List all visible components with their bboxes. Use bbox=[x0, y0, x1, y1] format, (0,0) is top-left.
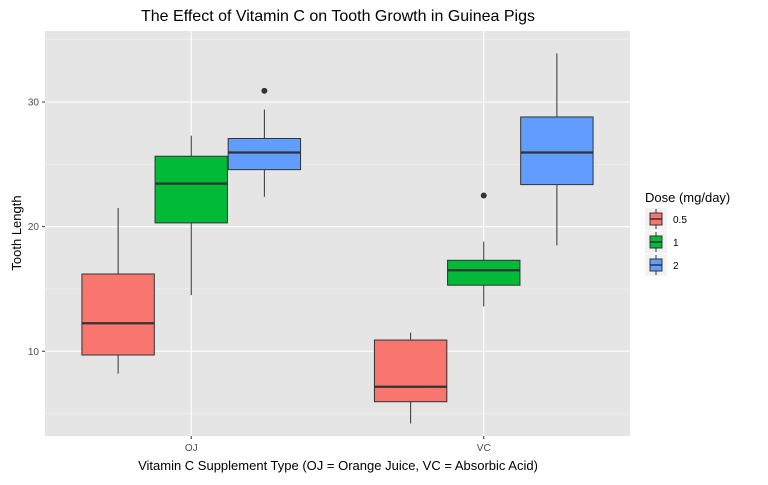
legend-item-dose-2: 2 bbox=[645, 254, 679, 276]
legend-title: Dose (mg/day) bbox=[645, 190, 730, 205]
boxplot-oj-dose-2 bbox=[227, 87, 302, 197]
box bbox=[81, 273, 155, 356]
boxplot-oj-dose-0-5 bbox=[81, 207, 155, 374]
boxplot-vc-dose-0-5 bbox=[373, 332, 448, 424]
box-layer bbox=[81, 53, 594, 424]
axis-layer: 10 20 30 OJ VC bbox=[28, 98, 491, 454]
y-tick-label: 30 bbox=[28, 98, 40, 109]
boxplot-vc-dose-1 bbox=[447, 192, 521, 307]
box bbox=[227, 137, 302, 171]
box bbox=[373, 339, 448, 403]
legend: Dose (mg/day) 0.5 1 2 bbox=[645, 190, 730, 276]
legend-label: 1 bbox=[673, 238, 679, 249]
box bbox=[520, 116, 594, 186]
chart-title: The Effect of Vitamin C on Tooth Growth … bbox=[141, 8, 535, 25]
legend-item-dose-0-5: 0.5 bbox=[645, 208, 687, 230]
boxplot-vc-dose-2 bbox=[520, 53, 594, 246]
outlier-point bbox=[261, 87, 268, 94]
box bbox=[447, 259, 521, 286]
y-tick-label: 10 bbox=[28, 347, 40, 358]
legend-item-dose-1: 1 bbox=[645, 231, 679, 253]
x-tick-label: VC bbox=[477, 443, 491, 454]
legend-items: 0.5 1 2 bbox=[645, 208, 687, 276]
outlier-point bbox=[480, 192, 487, 199]
legend-label: 2 bbox=[673, 261, 679, 272]
legend-label: 0.5 bbox=[673, 215, 687, 226]
x-axis-title: Vitamin C Supplement Type (OJ = Orange J… bbox=[138, 458, 538, 473]
y-axis-title: Tooth Length bbox=[9, 195, 24, 270]
x-tick-label: OJ bbox=[185, 443, 198, 454]
plot-panel bbox=[45, 31, 630, 436]
boxplot-oj-dose-1 bbox=[154, 135, 228, 296]
box bbox=[154, 155, 228, 224]
y-tick-label: 20 bbox=[28, 222, 40, 233]
